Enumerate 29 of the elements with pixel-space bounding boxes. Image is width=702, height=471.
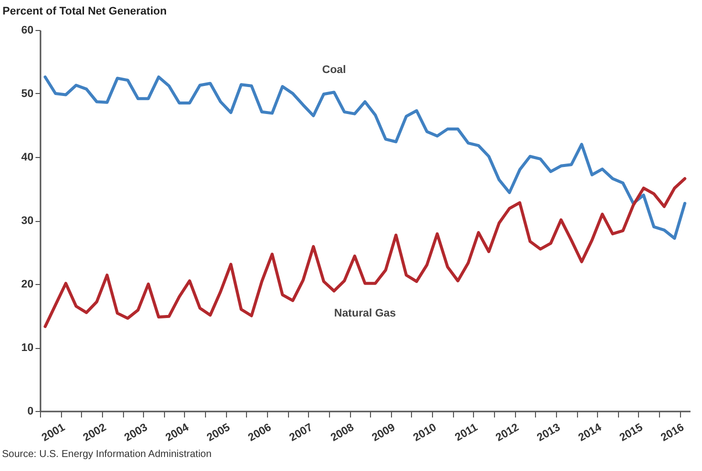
x-tick-label: 2006 xyxy=(246,422,274,444)
x-tick-label: 2015 xyxy=(618,422,645,444)
y-tick-label: 40 xyxy=(21,152,34,164)
x-tick-label: 2003 xyxy=(122,422,150,444)
y-tick-label: 60 xyxy=(21,24,34,36)
line-series xyxy=(44,75,686,240)
line-series xyxy=(44,177,686,328)
x-tick-label: 2002 xyxy=(81,422,108,444)
y-tick-label: 30 xyxy=(21,215,34,227)
source-note: Source: U.S. Energy Information Administration xyxy=(2,448,212,460)
y-tick-label: 0 xyxy=(27,406,34,418)
x-tick-label: 2008 xyxy=(328,422,356,444)
y-tick-label: 20 xyxy=(21,278,34,290)
x-tick-label: 2004 xyxy=(164,421,192,444)
y-tick-label: 10 xyxy=(21,342,34,354)
y-tick-label: 50 xyxy=(21,88,34,100)
x-tick-label: 2013 xyxy=(535,422,562,444)
x-tick-label: 2010 xyxy=(411,422,439,444)
series-label: Coal xyxy=(322,64,346,76)
x-tick-label: 2009 xyxy=(370,422,398,444)
x-tick-label: 2012 xyxy=(494,422,522,444)
series-label: Natural Gas xyxy=(334,307,396,320)
x-tick-label: 2001 xyxy=(40,422,68,444)
y-axis-title: Percent of Total Net Generation xyxy=(2,6,167,18)
x-tick-label: 2014 xyxy=(576,421,604,444)
x-tick-label: 2011 xyxy=(453,422,480,444)
x-tick-label: 2016 xyxy=(658,422,686,444)
x-tick-label: 2007 xyxy=(288,422,315,444)
x-tick-label: 2005 xyxy=(205,422,232,444)
